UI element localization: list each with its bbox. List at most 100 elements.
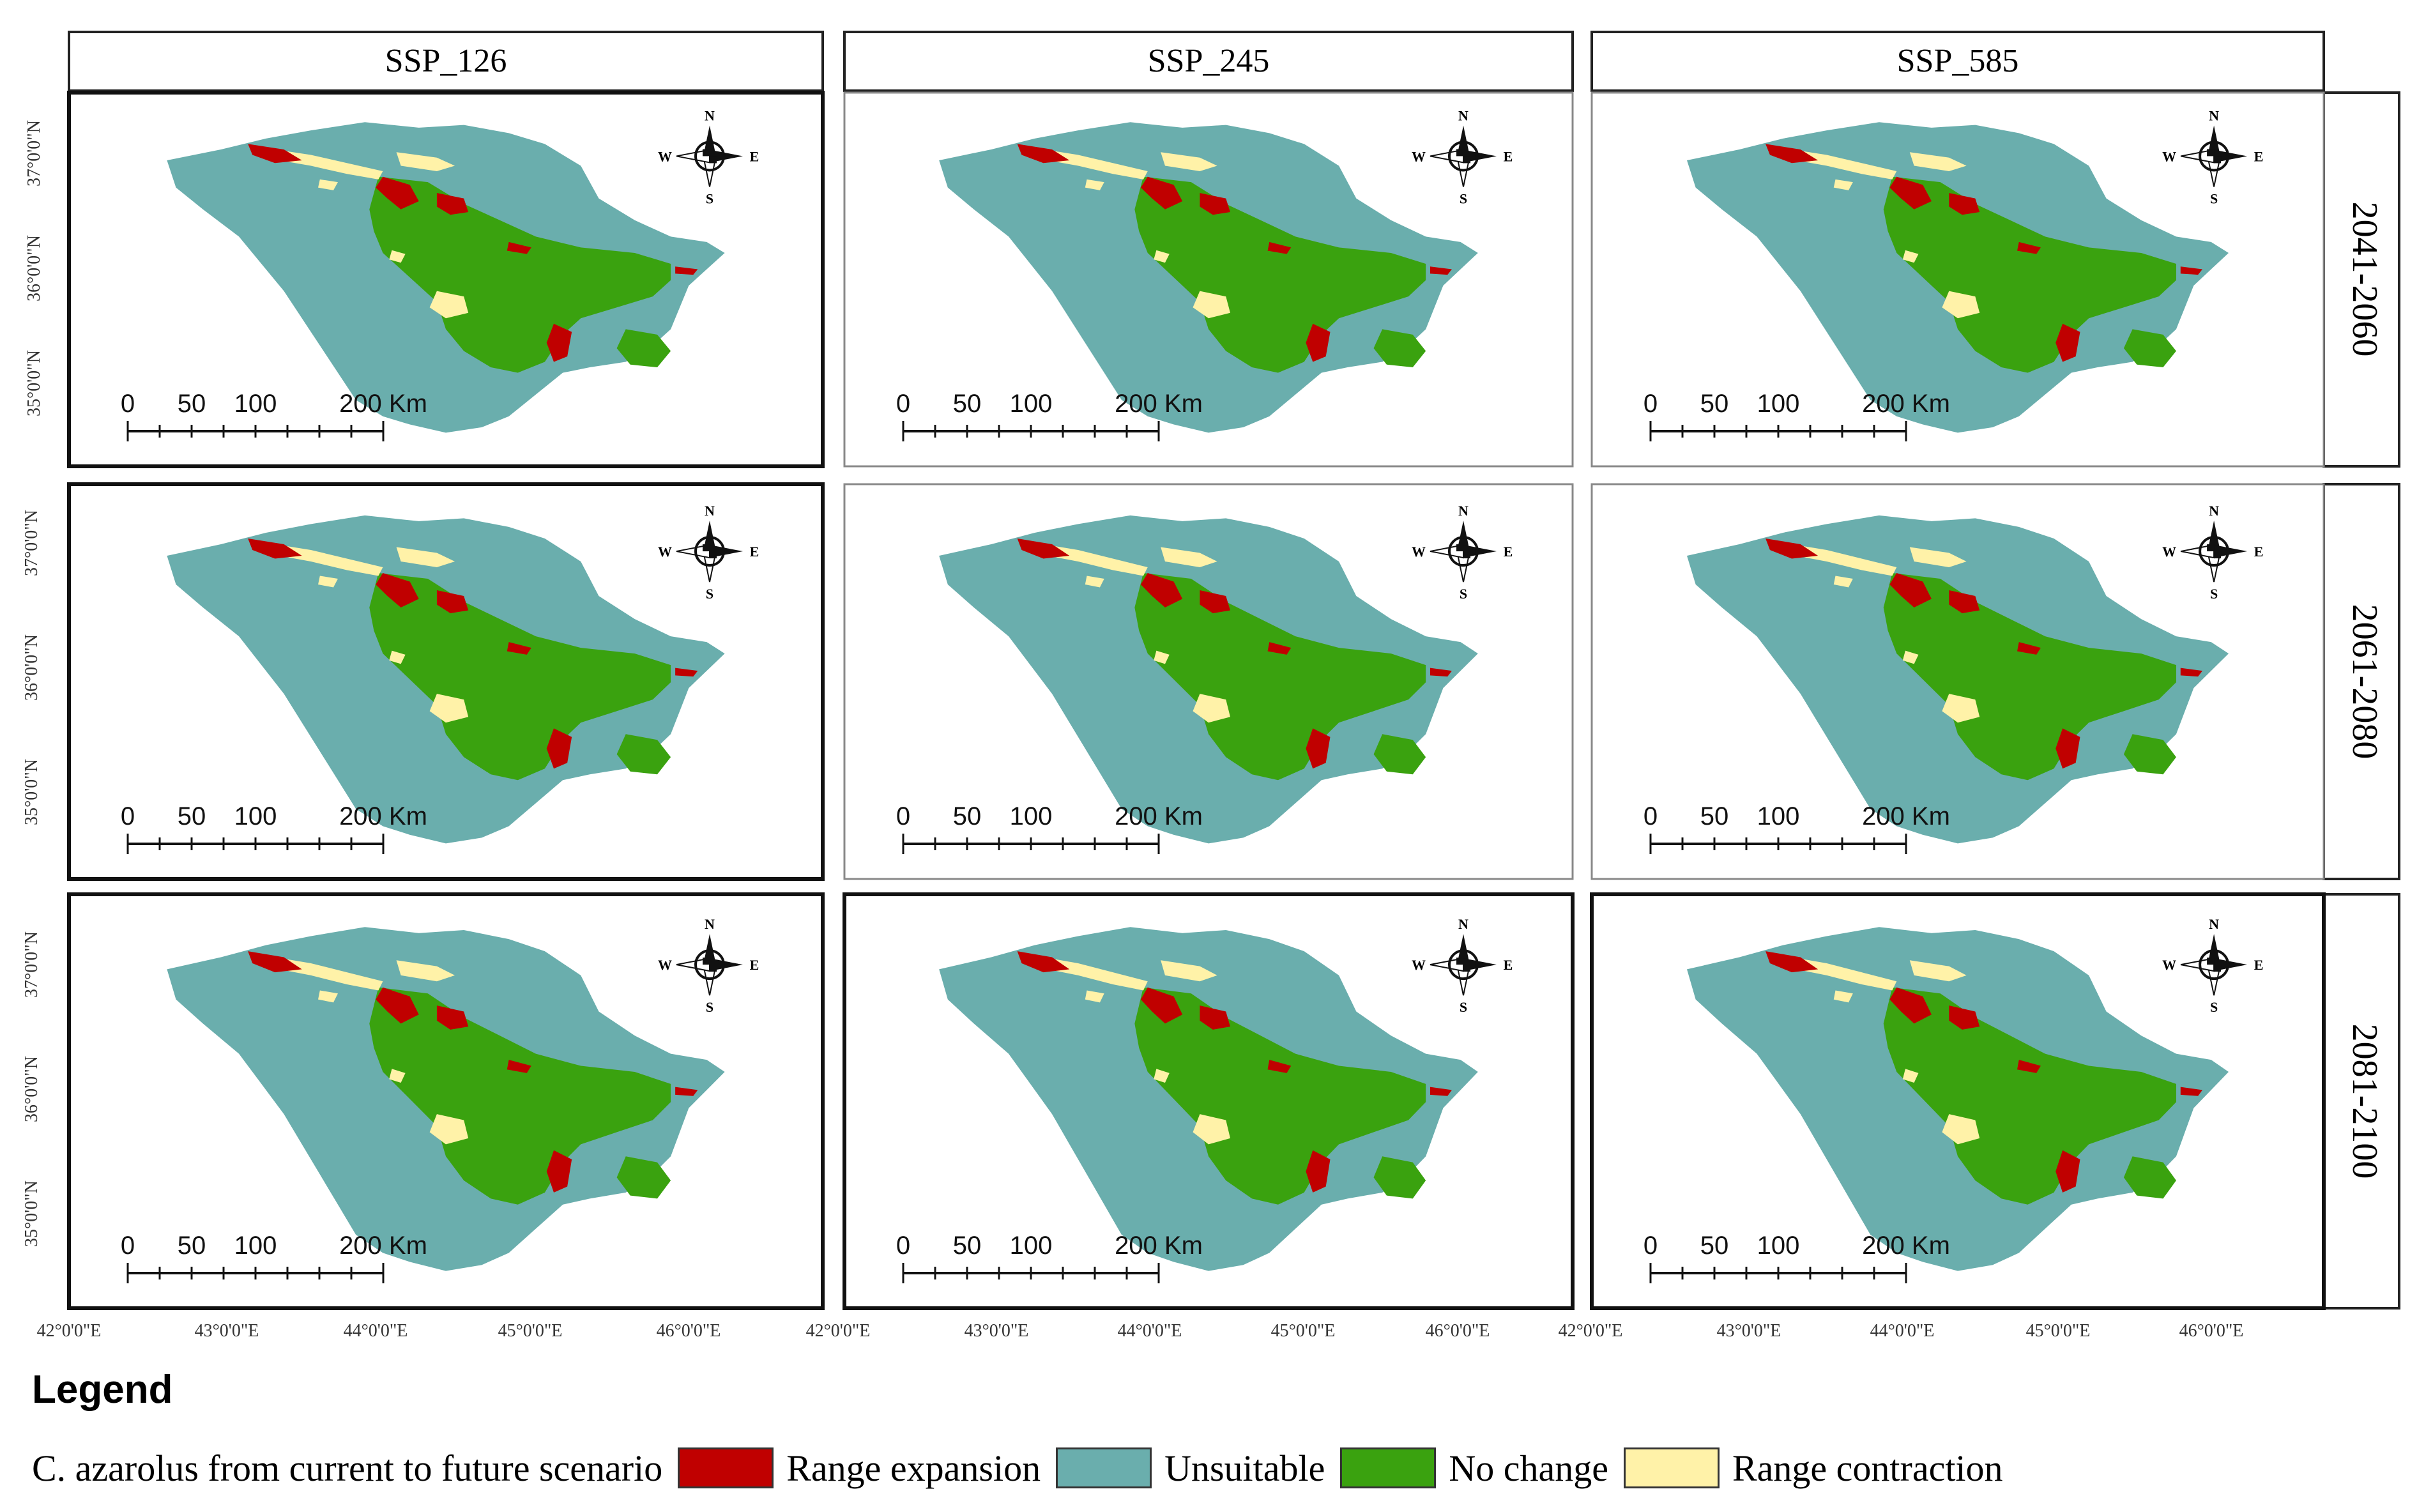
scale-bar-label: 50 (953, 802, 982, 830)
scale-bar-label: 0 (121, 802, 135, 830)
lon-label: 46°0'0"E (2179, 1321, 2244, 1341)
map-panel: N S W E 0 50 100 200 Km (1590, 892, 2326, 1310)
scale-bar: 0 50 100 200 Km (121, 802, 427, 854)
compass-label-w: W (1412, 148, 1426, 164)
north-arrow: N S W E (2162, 916, 2263, 1015)
compass-label-s: S (706, 586, 713, 602)
map-panels: N S W E 0 50 100 200 Km N S W E 0 50 100 200 Km N S W E 0 50 1… (67, 91, 2326, 1310)
compass-needle-east (710, 149, 743, 163)
lon-label: 42°0'0"E (806, 1321, 871, 1341)
lon-label: 43°0'0"E (1717, 1321, 1781, 1341)
column-header-ssp126: SSP_126 (385, 43, 507, 79)
lon-label: 44°0'0"E (1118, 1321, 1182, 1341)
compass-label-s: S (2210, 586, 2218, 602)
north-arrow: N S W E (658, 107, 759, 206)
compass-label-e: E (750, 957, 759, 973)
lon-label: 43°0'0"E (965, 1321, 1029, 1341)
row-header-2061-2080: 2061-2080 (2345, 604, 2384, 760)
column-headers: SSP_126 SSP_245 SSP_585 (68, 31, 2325, 92)
scale-bar-label: 100 (1010, 802, 1053, 830)
longitude-labels: 42°0'0"E 43°0'0"E 44°0'0"E 45°0'0"E 46°0… (37, 1321, 2244, 1341)
compass-needle-east (1463, 149, 1497, 163)
legend-label-range-expansion: Range expansion (786, 1447, 1041, 1489)
legend-description: C. azarolus from current to future scena… (32, 1447, 663, 1489)
north-arrow: N S W E (2162, 107, 2263, 206)
scale-bar-label: 0 (1644, 1232, 1658, 1260)
scale-bar-label: 50 (178, 802, 206, 830)
compass-label-w: W (658, 957, 672, 973)
column-header-ssp245: SSP_245 (1148, 43, 1270, 79)
scale-bar-label: 0 (1644, 802, 1658, 830)
lon-label: 46°0'0"E (657, 1321, 721, 1341)
column-header-ssp585: SSP_585 (1897, 43, 2019, 79)
north-arrow: N S W E (1412, 916, 1513, 1015)
map-panel: N S W E 0 50 100 200 Km (1590, 483, 2325, 880)
compass-ring (2199, 141, 2230, 172)
scale-bar-label: 0 (896, 390, 910, 418)
scale-bar-label: 200 Km (1862, 1232, 1950, 1260)
compass-label-w: W (2162, 957, 2176, 973)
row-headers: 2041-2060 2061-2080 2081-2100 (2322, 91, 2400, 1310)
scale-bar: 0 50 100 200 Km (896, 1232, 1203, 1283)
compass-ring (694, 536, 725, 567)
scale-bar-label: 100 (234, 390, 277, 418)
map-panel: N S W E 0 50 100 200 Km (843, 483, 1574, 880)
legend-label-range-contraction: Range contraction (1732, 1447, 2003, 1489)
lon-label: 46°0'0"E (1426, 1321, 1490, 1341)
scale-bar-label: 100 (234, 802, 277, 830)
scale-bar-label: 100 (1757, 390, 1800, 418)
scale-bar: 0 50 100 200 Km (121, 1232, 427, 1283)
legend-label-unsuitable: Unsuitable (1164, 1447, 1325, 1489)
legend-swatch-no-change (1340, 1447, 1437, 1488)
map-panel: N S W E 0 50 100 200 Km (843, 91, 1574, 468)
compass-label-n: N (2209, 503, 2219, 519)
compass-label-n: N (1458, 107, 1468, 123)
lat-label: 37°0'0"N (22, 931, 42, 998)
lon-label: 45°0'0"E (2026, 1321, 2091, 1341)
compass-needle-east (710, 958, 743, 972)
compass-label-n: N (705, 503, 715, 519)
scale-bar-label: 200 Km (339, 1232, 427, 1260)
compass-label-n: N (705, 107, 715, 123)
scale-bar-label: 100 (1757, 1232, 1800, 1260)
north-arrow: N S W E (658, 916, 759, 1015)
scale-bar-label: 50 (178, 390, 206, 418)
north-arrow: N S W E (1412, 107, 1513, 206)
map-panel: N S W E 0 50 100 200 Km (1590, 91, 2325, 468)
north-arrow: N S W E (1412, 503, 1513, 602)
lon-label: 43°0'0"E (195, 1321, 259, 1341)
compass-needle-east (2214, 545, 2248, 558)
compass-label-e: E (750, 544, 759, 560)
lat-label: 37°0'0"N (22, 510, 42, 576)
lon-label: 45°0'0"E (498, 1321, 563, 1341)
compass-label-s: S (2210, 999, 2218, 1015)
compass-label-n: N (2209, 916, 2219, 932)
scale-bar-label: 200 Km (1862, 802, 1950, 830)
compass-ring (694, 949, 725, 981)
compass-label-w: W (2162, 148, 2176, 164)
lon-label: 44°0'0"E (1870, 1321, 1935, 1341)
compass-ring (694, 141, 725, 172)
scale-bar: 0 50 100 200 Km (896, 802, 1203, 854)
lon-label: 45°0'0"E (1271, 1321, 1336, 1341)
compass-ring (1448, 141, 1479, 172)
lat-label: 35°0'0"N (24, 350, 44, 416)
compass-label-w: W (658, 148, 672, 164)
lat-label: 37°0'0"N (24, 120, 44, 187)
compass-label-s: S (2210, 190, 2218, 206)
scale-bar-label: 50 (1700, 390, 1729, 418)
scale-bar-label: 0 (1644, 390, 1658, 418)
legend-title: Legend (32, 1368, 173, 1412)
compass-label-s: S (1460, 190, 1467, 206)
scale-bar-label: 200 Km (1862, 390, 1950, 418)
scale-bar: 0 50 100 200 Km (1644, 802, 1950, 854)
scale-bar-label: 50 (178, 1232, 206, 1260)
compass-label-s: S (1460, 586, 1467, 602)
scale-bar: 0 50 100 200 Km (1644, 390, 1950, 441)
compass-label-e: E (1504, 544, 1513, 560)
scale-bar-label: 200 Km (1115, 1232, 1203, 1260)
compass-ring (2199, 536, 2230, 567)
map-panel: N S W E 0 50 100 200 Km (67, 892, 825, 1310)
scale-bar: 0 50 100 200 Km (121, 390, 427, 441)
north-arrow: N S W E (2162, 503, 2263, 602)
